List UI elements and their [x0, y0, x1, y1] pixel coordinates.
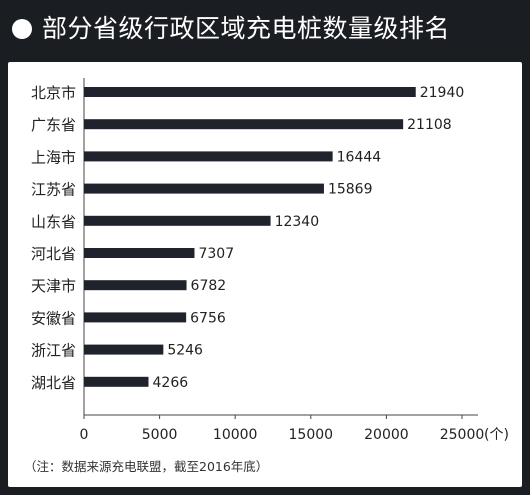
data-label: 6756	[190, 310, 226, 326]
x-unit-label: (个)	[484, 427, 509, 443]
data-label: 15869	[328, 182, 373, 198]
bar	[84, 280, 187, 291]
category-label: 上海市	[31, 148, 76, 166]
category-label: 安徽省	[31, 309, 76, 327]
data-label: 6782	[191, 278, 227, 294]
category-label: 北京市	[31, 84, 76, 102]
data-label: 21108	[407, 117, 452, 133]
data-label: 5246	[167, 343, 203, 359]
bar	[84, 119, 404, 130]
data-label: 12340	[275, 214, 320, 230]
bar	[84, 248, 195, 258]
category-label: 河北省	[31, 245, 76, 263]
category-label: 天津市	[31, 277, 76, 295]
chart-panel	[8, 62, 522, 487]
category-label: 广东省	[31, 116, 76, 134]
bar	[84, 344, 164, 355]
data-label: 7307	[198, 246, 234, 262]
category-label: 湖北省	[31, 374, 76, 392]
bar	[84, 151, 333, 162]
x-tick-label: 15000	[289, 427, 334, 443]
bar	[84, 183, 324, 194]
category-label: 山东省	[31, 213, 76, 231]
bar	[84, 215, 271, 226]
source-note: （注：数据来源充电联盟，截至2016年底）	[24, 459, 269, 474]
x-tick-label: 20000	[364, 427, 409, 443]
x-tick-label: 5000	[142, 427, 178, 443]
category-label: 浙江省	[31, 342, 76, 360]
bullet-dot-icon	[12, 19, 32, 39]
x-tick-label: 0	[80, 427, 89, 443]
data-label: 16444	[337, 149, 382, 165]
x-tick-label: 10000	[213, 427, 258, 443]
bar	[84, 312, 187, 323]
page-title: 部分省级行政区域充电桩数量级排名	[42, 14, 451, 43]
header-bar: 部分省级行政区域充电桩数量级排名	[0, 0, 530, 58]
bar	[84, 87, 416, 97]
data-label: 4266	[153, 375, 189, 391]
data-label: 21940	[420, 85, 465, 101]
bar	[84, 376, 149, 387]
x-tick-label: 25000	[440, 427, 485, 443]
category-label: 江苏省	[31, 181, 76, 199]
